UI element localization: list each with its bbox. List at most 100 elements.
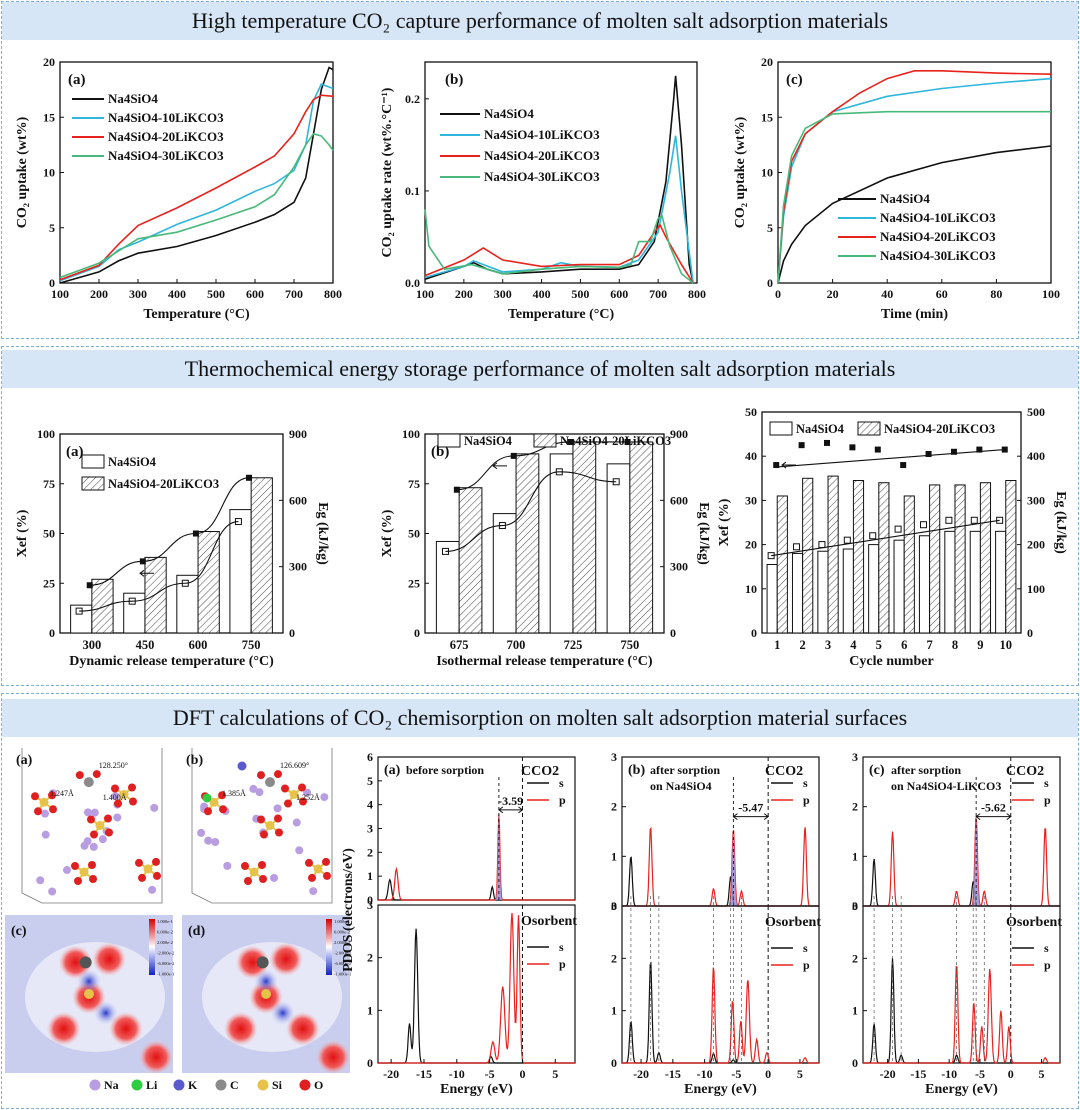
atom-na [292, 818, 301, 827]
y-tick-label: 0 [611, 899, 617, 913]
x-tick-label: 600 [246, 287, 264, 301]
bar-na4sio4 [817, 550, 829, 634]
y-axis-label: Xef (%) [380, 509, 395, 557]
legend-label: Na4SiO4-20LiKCO3 [884, 422, 995, 436]
bar-na4sio4 [842, 548, 854, 634]
x-tick-label: 0 [775, 287, 781, 301]
y-tick-label: 0 [367, 1056, 373, 1070]
bar-na4sio4 [893, 539, 905, 634]
x-tick-label: -5 [731, 1067, 741, 1081]
y-tick-label: 300 [289, 560, 307, 574]
colorbar-tick-label: 1.000e-1 [334, 919, 350, 924]
y-tick-label: 6 [367, 750, 373, 764]
atom-legend-marker [89, 1079, 101, 1091]
atom-o [105, 828, 113, 837]
trend-line [89, 477, 250, 586]
x-axis-label: Temperature (°C) [508, 307, 615, 322]
bar-na4sio4-20likco3 [458, 487, 483, 634]
map-blob-negative [254, 969, 278, 994]
atom-na [270, 873, 279, 882]
panel-label: (b) [431, 444, 449, 460]
atom-na [255, 788, 264, 797]
x-tick-label: 100 [51, 287, 69, 301]
atom-na [90, 808, 99, 817]
legend-swatch [437, 433, 461, 448]
energy-gap-label: -3.59 [498, 794, 523, 808]
y-tick-label: 2 [367, 951, 373, 965]
pdos-line [378, 912, 575, 1064]
y-tick-label: 15 [761, 110, 773, 124]
y-axis-label: Xef (%) [717, 498, 732, 546]
atom-c [79, 956, 92, 969]
marker-open [970, 516, 978, 524]
y-tick-label: 0 [852, 899, 858, 913]
angle-annotation: 128.250° [99, 761, 128, 770]
bar-na4sio4-20likco3 [979, 482, 992, 634]
panel-label: (d) [188, 924, 205, 939]
legend-swatch [81, 454, 105, 469]
pdos-line [863, 817, 1060, 907]
marker-filled [950, 448, 957, 455]
legend-label: Na4SiO4-20LiKCO3 [108, 129, 224, 144]
y-tick-label: 3 [611, 899, 617, 913]
x-tick-label: 10 [1000, 638, 1013, 652]
x-axis-label: Dynamic release temperature (°C) [69, 654, 274, 669]
plot-frame [761, 411, 1022, 634]
marker-filled [798, 442, 805, 449]
section-3-frame [1, 693, 1079, 1109]
legend-label: Na4SiO4-10LiKCO3 [880, 210, 996, 225]
colorbar-tick-label: 2.000e-2 [334, 940, 350, 945]
y-tick-label: 300 [1027, 493, 1045, 507]
y-tick-label: 0 [289, 626, 295, 640]
legend-swatch [769, 421, 793, 436]
x-tick-label: -20 [633, 1067, 649, 1081]
plot-frame [424, 61, 698, 284]
cell-outline [21, 748, 163, 904]
x-tick-label: 600 [610, 287, 628, 301]
cell-outline [191, 748, 333, 904]
atom-o [275, 828, 283, 837]
atom-legend-marker [131, 1079, 143, 1091]
legend-label: Na4SiO4-10LiKCO3 [108, 110, 224, 125]
x-tick-label: 4 [850, 638, 857, 652]
y-tick-label: 2 [852, 800, 858, 814]
x-tick-label: 0 [1008, 1067, 1014, 1081]
series-line [59, 132, 334, 279]
legend-label: Na4SiO4 [108, 455, 157, 469]
y-tick-label: 100 [1027, 582, 1045, 596]
y-tick-label: 10 [761, 166, 773, 180]
bar-na4sio4-20likco3 [878, 482, 890, 634]
panel-label: (a) [384, 763, 401, 778]
colorbar-tick-label: 1.000e-1 [157, 919, 173, 924]
atom-o [89, 875, 97, 883]
x-tick-label: -5 [975, 1067, 985, 1081]
atom-o [308, 873, 316, 882]
x-tick-label: 300 [129, 287, 147, 301]
x-tick-label: 0 [765, 1067, 771, 1081]
bar-na4sio4-20likco3 [827, 475, 839, 634]
y2-axis-label: Eg (kJ/kg) [696, 502, 711, 565]
structure-model: (b) 126.609° 1.385Å 1.252Å [186, 748, 333, 904]
atom-o [305, 858, 313, 867]
y-tick-label: 0 [414, 626, 420, 640]
series-line [424, 223, 694, 284]
pdos-line [863, 966, 1060, 1064]
pdos-line [622, 967, 819, 1064]
atom-na [273, 804, 282, 813]
bar-na4sio4-20likco3 [1005, 480, 1017, 634]
colorbar [326, 919, 332, 975]
x-tick-label: 9 [977, 638, 983, 652]
panel-label: (c) [11, 924, 27, 939]
x-tick-label: -10 [941, 1067, 957, 1081]
x-tick-label: 20 [827, 287, 839, 301]
x-tick-label: -10 [449, 1067, 465, 1081]
atom-na [320, 793, 329, 802]
atom-o [87, 815, 95, 824]
x-tick-label: 800 [688, 287, 706, 301]
panel-sublabel: on Na4SiO4-LiKCO3 [891, 779, 1001, 793]
atom-c [83, 777, 94, 788]
y-tick-label: 10 [745, 582, 757, 596]
y-tick-label: 75 [408, 477, 420, 491]
panel-label: (b) [628, 763, 645, 778]
